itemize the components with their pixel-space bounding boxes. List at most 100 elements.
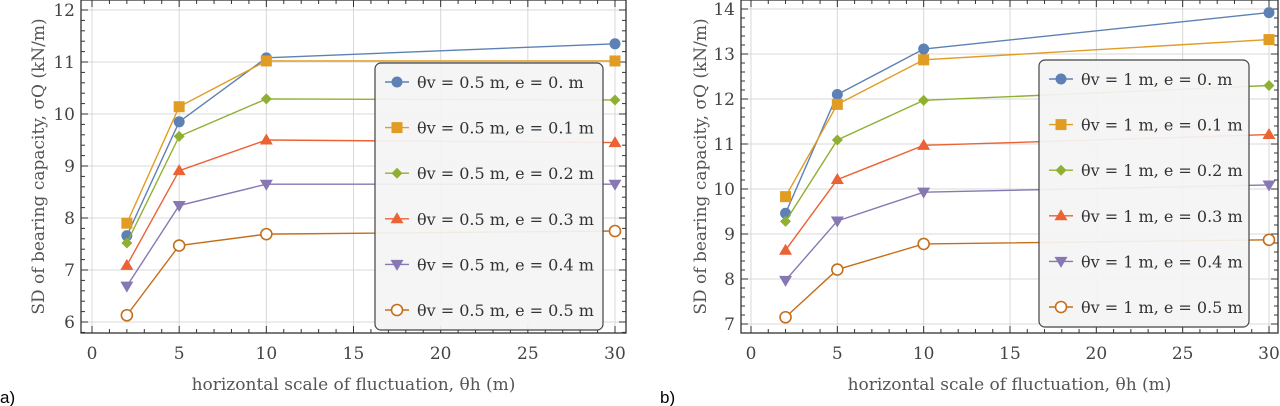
x-tick-label: 20	[1086, 344, 1108, 364]
x-tick-label: 0	[746, 344, 757, 364]
data-point	[831, 89, 843, 100]
data-point	[918, 94, 930, 106]
data-point	[780, 215, 792, 227]
y-tick-label: 8	[724, 270, 735, 290]
data-point	[1262, 233, 1276, 247]
legend-entry: θv = 0.5 m, e = 0.4 m	[417, 255, 594, 274]
data-point	[608, 136, 622, 148]
legend-marker	[1055, 164, 1067, 176]
legend-box	[374, 62, 604, 331]
data-point	[779, 310, 792, 324]
data-point	[260, 227, 273, 241]
data-point	[120, 281, 134, 293]
legend-marker	[1055, 119, 1067, 131]
series-line	[126, 43, 616, 236]
chart-b: 0 5 10 15 20 25 30 7 8 9 10 11 12 13 14 horizontal scal…	[660, 0, 1280, 406]
legend-entry: θv = 1 m, e = 0.5 m	[1081, 298, 1243, 317]
data-point	[917, 187, 931, 199]
y-tick-label: 9	[64, 157, 75, 177]
legend-entry: θv = 1 m, e = 0.1 m	[1081, 116, 1243, 135]
x-tick-label: 25	[517, 344, 539, 364]
legend-marker	[391, 122, 403, 134]
data-point	[779, 275, 793, 287]
data-point	[780, 191, 792, 203]
legend-marker	[1054, 209, 1068, 221]
data-point	[172, 201, 186, 213]
x-tick-label: 5	[174, 344, 185, 364]
legend-entry: θv = 1 m, e = 0.4 m	[1081, 252, 1243, 271]
series-1	[780, 34, 1275, 203]
legend-marker	[1055, 73, 1067, 85]
y-tick-label: 7	[64, 261, 75, 281]
data-point	[831, 263, 844, 276]
legend: θv = 0.5 m, e = 0. m θv = 0.5 m, e = 0.1 …	[374, 62, 604, 331]
series-5	[779, 233, 1276, 324]
legend-marker	[390, 212, 404, 224]
series-line	[126, 60, 615, 224]
y-tick-label: 12	[713, 90, 735, 110]
data-point	[918, 43, 930, 55]
data-point	[1262, 180, 1276, 192]
legend-marker	[391, 76, 403, 88]
legend-entry: θv = 0.5 m, e = 0.3 m	[417, 210, 594, 229]
x-tick-label: 25	[1172, 344, 1194, 364]
data-point	[172, 239, 186, 252]
y-tick-label: 9	[724, 225, 735, 245]
legend-entry: θv = 1 m, e = 0.2 m	[1081, 161, 1243, 180]
legend-marker	[1054, 300, 1068, 314]
data-point	[121, 217, 133, 229]
x-axis-label: horizontal scale of fluctuation, θh (m)	[192, 375, 516, 395]
legend: θv = 1 m, e = 0. m θv = 1 m, e = 0.1 m θv …	[1038, 59, 1250, 328]
data-point	[609, 55, 621, 67]
y-tick-label: 6	[64, 313, 75, 333]
y-tick-label: 7	[724, 315, 735, 335]
series-0	[780, 7, 1275, 219]
x-tick-label: 5	[832, 344, 843, 364]
y-tick-label: 10	[53, 105, 75, 125]
data-point	[1263, 34, 1275, 46]
data-point	[917, 138, 931, 150]
legend-marker	[391, 167, 403, 179]
x-axis-label: horizontal scale of fluctuation, θh (m)	[848, 375, 1172, 395]
data-point	[173, 116, 185, 128]
y-tick-label: 14	[713, 0, 735, 20]
data-point	[121, 237, 133, 249]
data-point	[120, 308, 134, 322]
y-tick-label: 10	[713, 180, 735, 200]
panel-label: b)	[660, 388, 675, 406]
data-point	[120, 258, 134, 270]
y-tick-label: 12	[53, 1, 75, 21]
chart-a: 0 5 10 15 20 25 30 6 7 8 9 10 11 12 horizontal scale o…	[0, 0, 627, 406]
y-tick-label: 8	[64, 209, 75, 229]
data-point	[259, 179, 273, 191]
data-point	[609, 94, 621, 106]
x-tick-label: 30	[604, 344, 626, 364]
legend-entry: θv = 0.5 m, e = 0.2 m	[417, 164, 594, 183]
data-point	[1263, 7, 1275, 19]
series-1	[121, 55, 621, 229]
y-tick-label: 11	[713, 135, 735, 155]
panel-label: a)	[0, 388, 15, 406]
data-point	[830, 216, 844, 228]
x-tick-label: 15	[343, 344, 365, 364]
data-point	[260, 55, 272, 67]
legend-marker	[1054, 256, 1068, 268]
data-point	[918, 54, 930, 66]
data-point	[830, 173, 844, 185]
x-tick-label: 0	[87, 344, 98, 364]
legend-marker	[390, 303, 404, 317]
legend-entry: θv = 0.5 m, e = 0.5 m	[417, 301, 594, 320]
data-point	[917, 237, 930, 251]
legend-box	[1038, 59, 1250, 328]
data-point	[173, 130, 185, 142]
legend-entry: θv = 1 m, e = 0. m	[1081, 70, 1232, 89]
data-point	[608, 224, 622, 238]
x-tick-label: 10	[913, 344, 935, 364]
series-line	[784, 11, 1270, 214]
y-axis-label: SD of bearing capacity, σQ (kN/m)	[691, 18, 711, 314]
series-line	[784, 38, 1270, 197]
y-axis-label: SD of bearing capacity, σQ (kN/m)	[29, 18, 49, 314]
y-tick-label: 11	[53, 53, 75, 73]
data-point	[1262, 128, 1276, 140]
